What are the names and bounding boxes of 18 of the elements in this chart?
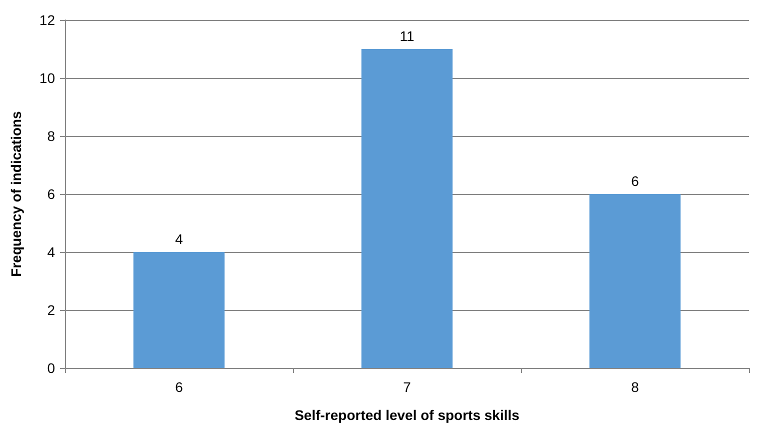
bar xyxy=(589,194,681,368)
y-tick-label: 12 xyxy=(39,12,56,28)
data-label: 6 xyxy=(631,173,640,189)
y-axis-title: Frequency of indications xyxy=(8,110,24,277)
bar xyxy=(133,252,225,368)
y-tick-label: 6 xyxy=(47,186,56,202)
data-label: 11 xyxy=(400,28,414,44)
x-tick-label: 8 xyxy=(631,379,640,395)
data-label: 4 xyxy=(175,231,184,247)
y-tick-label: 2 xyxy=(47,302,56,318)
y-tick-label: 4 xyxy=(47,244,56,260)
y-tick-label: 0 xyxy=(47,360,56,376)
x-tick-label: 7 xyxy=(403,379,412,395)
y-tick-label: 8 xyxy=(47,128,56,144)
x-tick-label: 6 xyxy=(175,379,184,395)
y-tick-label: 10 xyxy=(39,70,56,86)
x-axis-title: Self-reported level of sports skills xyxy=(294,407,520,423)
bar xyxy=(361,49,453,368)
